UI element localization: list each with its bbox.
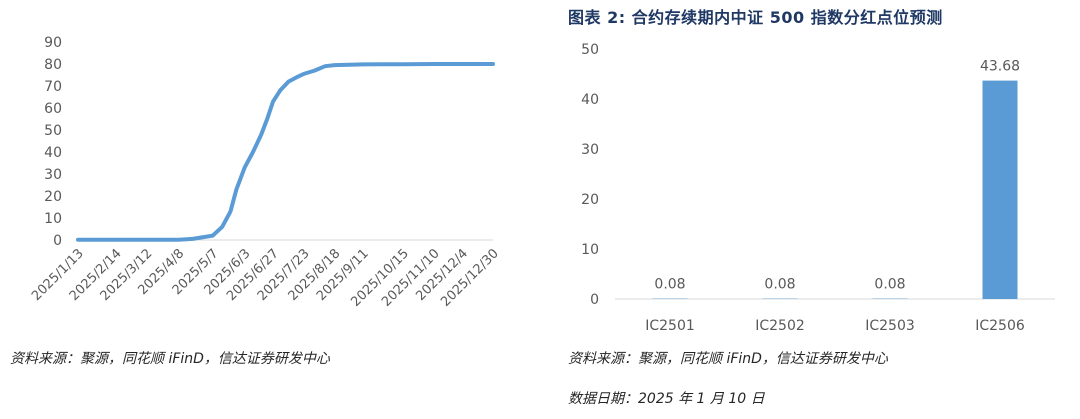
y-tick-label: 60 bbox=[44, 101, 62, 117]
bar-value-label: 0.08 bbox=[654, 277, 685, 293]
y-tick-label: 20 bbox=[44, 189, 62, 205]
y-tick-label: 70 bbox=[44, 79, 62, 95]
x-category-label: IC2502 bbox=[755, 318, 805, 334]
bar-value-label: 0.08 bbox=[764, 277, 795, 293]
bar-chart-title: 图表 2: 合约存续期内中证 500 指数分红点位预测 bbox=[568, 8, 943, 27]
y-tick-label: 40 bbox=[581, 92, 599, 108]
y-tick-label: 80 bbox=[44, 57, 62, 73]
line-chart: 01020304050607080902025/1/132025/2/14202… bbox=[29, 35, 502, 310]
bar-value-label: 0.08 bbox=[874, 277, 905, 293]
x-category-label: IC2501 bbox=[645, 318, 695, 334]
y-tick-label: 0 bbox=[53, 233, 62, 249]
y-tick-label: 50 bbox=[44, 123, 62, 139]
bar bbox=[982, 80, 1018, 299]
y-tick-label: 0 bbox=[590, 292, 599, 308]
y-tick-label: 30 bbox=[44, 167, 62, 183]
bar-chart: 0 10 20 30 40 50 0.08 IC2501 0.08 IC2502 0.08 IC250… bbox=[581, 42, 1055, 334]
data-date-note: 数据日期：2025 年 1 月 10 日 bbox=[568, 391, 765, 407]
y-tick-label: 30 bbox=[581, 142, 599, 158]
left-chart-panel: 0 10 20 30 40 50 60 70 80 90 2025/1/13 2025/2/14 202… bbox=[0, 0, 520, 419]
bar-value-label: 43.68 bbox=[980, 59, 1020, 75]
y-tick-label: 20 bbox=[581, 192, 599, 208]
x-category-label: IC2503 bbox=[865, 318, 915, 334]
y-tick-label: 10 bbox=[44, 211, 62, 227]
left-source-note: 资料来源：聚源，同花顺 iFinD，信达证券研发中心 bbox=[10, 351, 330, 367]
y-tick-label: 90 bbox=[44, 35, 62, 51]
right-source-note: 资料来源：聚源，同花顺 iFinD，信达证券研发中心 bbox=[568, 351, 888, 367]
y-tick-label: 40 bbox=[44, 145, 62, 161]
y-tick-label: 50 bbox=[581, 42, 599, 58]
y-tick-label: 10 bbox=[581, 242, 599, 258]
x-category-label: IC2506 bbox=[975, 318, 1025, 334]
line-series-path bbox=[76, 62, 495, 242]
right-chart-panel: 0 10 20 30 40 50 0.08 IC2501 0.08 IC2502 0.08 IC250… bbox=[540, 0, 1080, 419]
